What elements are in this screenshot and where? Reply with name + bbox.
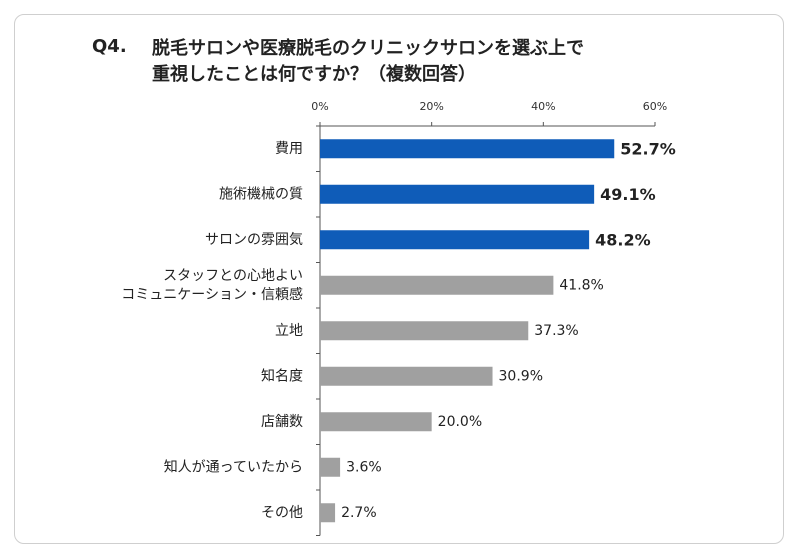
- category-label: 施術機械の質: [219, 186, 303, 202]
- category-label: 費用: [275, 141, 303, 157]
- value-label: 41.8%: [559, 277, 603, 293]
- value-label: 48.2%: [595, 230, 651, 249]
- question-number: Q4.: [92, 36, 127, 57]
- category-label: スタッフとの心地よいコミュニケーション・信頼感: [121, 268, 303, 303]
- value-label: 2.7%: [341, 505, 377, 521]
- bar: [320, 230, 590, 250]
- category-label: 知名度: [261, 367, 303, 384]
- bar: [320, 275, 554, 295]
- bar: [320, 412, 432, 432]
- category-label: その他: [261, 505, 303, 521]
- x-tick-label: 0%: [311, 100, 328, 113]
- category-label: 立地: [275, 323, 303, 339]
- category-label: 店舗数: [261, 414, 303, 430]
- x-tick-label: 40%: [531, 100, 555, 113]
- category-label: サロンの雰囲気: [205, 232, 303, 248]
- bar: [320, 366, 493, 386]
- bar: [320, 321, 529, 341]
- x-tick-label: 20%: [419, 100, 443, 113]
- bar: [320, 503, 336, 523]
- bar: [320, 139, 615, 159]
- value-label: 37.3%: [534, 323, 578, 339]
- value-label: 49.1%: [600, 185, 656, 204]
- value-label: 52.7%: [620, 139, 676, 158]
- bar: [320, 184, 595, 204]
- value-label: 3.6%: [346, 459, 382, 475]
- category-label: 知人が通っていたから: [164, 458, 303, 475]
- value-label: 30.9%: [499, 368, 543, 384]
- value-label: 20.0%: [438, 414, 482, 430]
- question-title: 脱毛サロンや医療脱毛のクリニックサロンを選ぶ上で 重視したことは何ですか？（複数…: [152, 38, 584, 85]
- bar: [320, 457, 341, 477]
- x-tick-label: 60%: [643, 100, 667, 113]
